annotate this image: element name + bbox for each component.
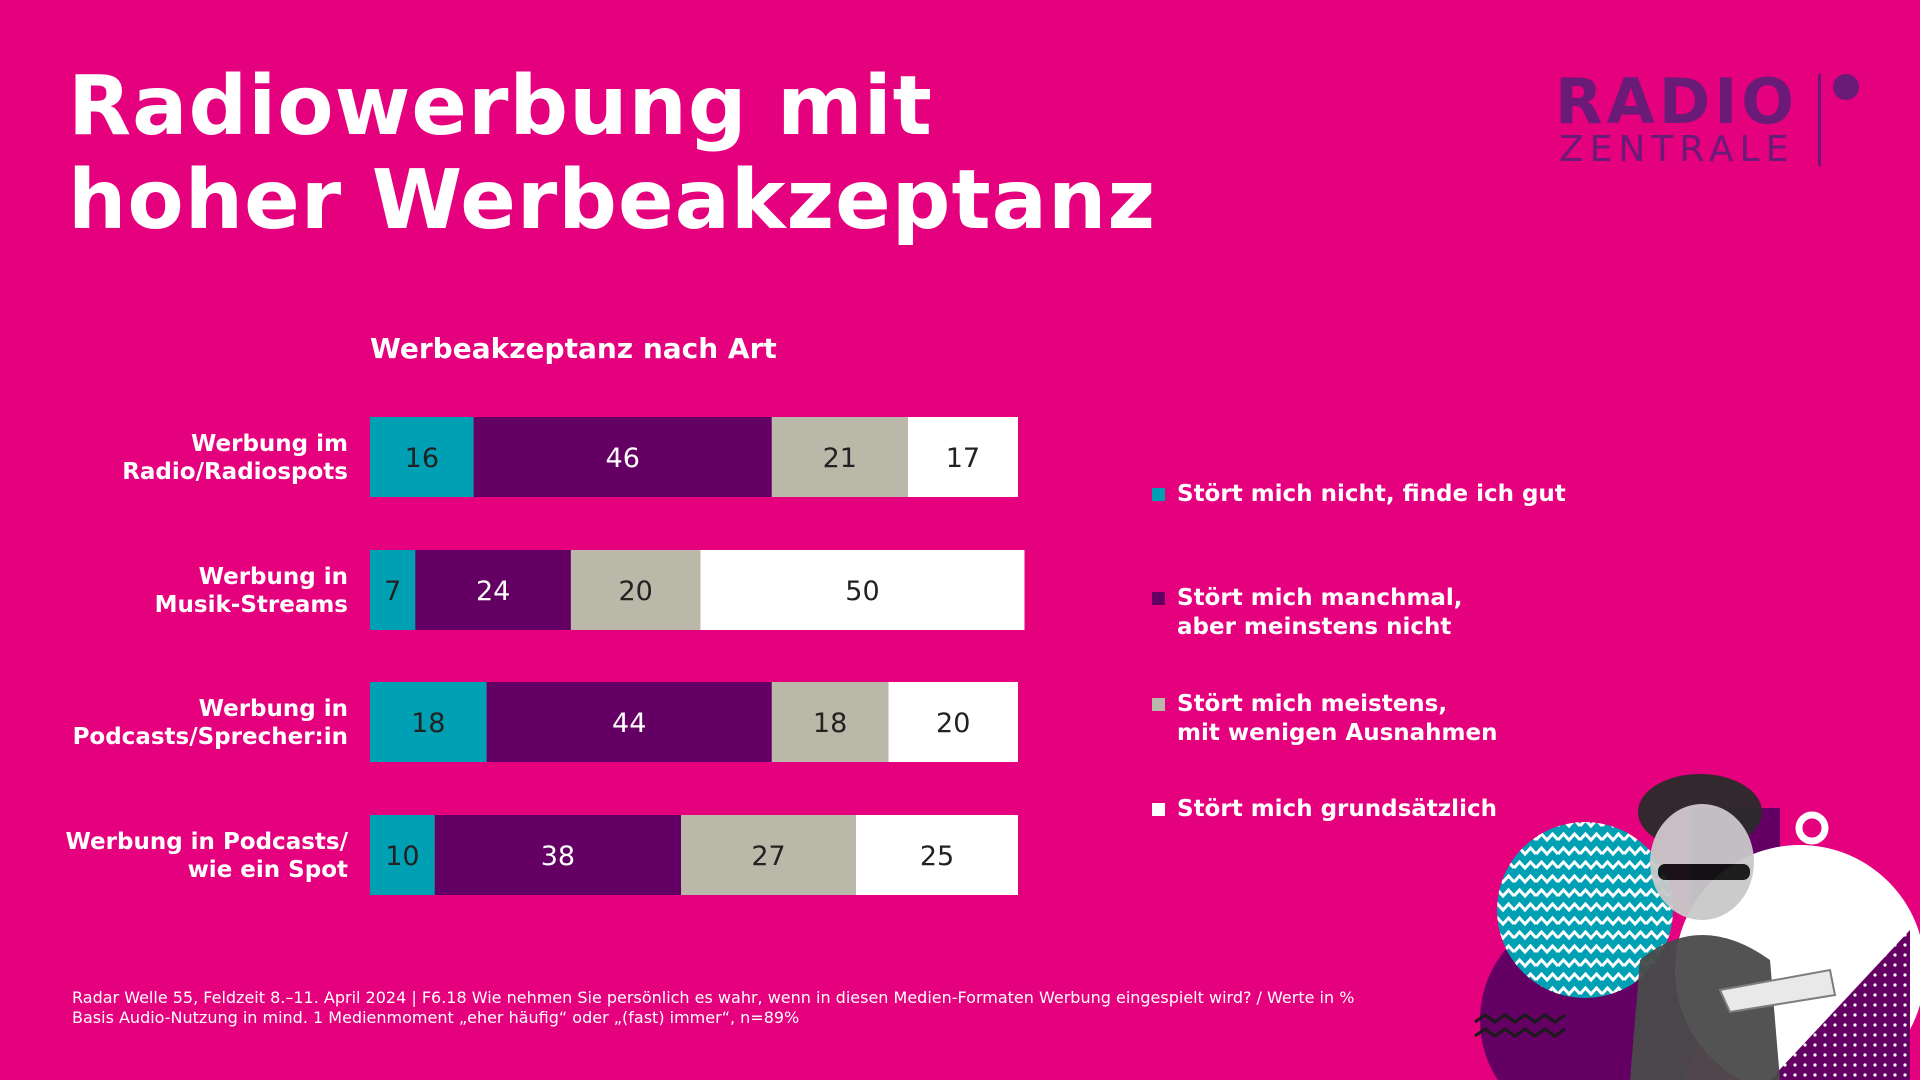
legend-swatch <box>1152 488 1165 501</box>
squiggle-line-shape <box>1474 1013 1566 1024</box>
bar-value-label: 44 <box>612 708 646 739</box>
title-line-1: Radiowerbung mit <box>68 59 933 154</box>
bar-segment <box>473 417 772 497</box>
logo-bar <box>1818 74 1821 166</box>
bar-segment <box>370 550 416 630</box>
logo-dot <box>1833 74 1859 100</box>
bar-segment <box>570 550 701 630</box>
bar-value-label: 20 <box>619 576 653 607</box>
bar-value-label: 18 <box>411 708 445 739</box>
legend-label: Stört mich nicht, finde ich gut <box>1177 481 1566 507</box>
bar-value-label: 17 <box>946 443 980 474</box>
bar-segment <box>907 417 1018 497</box>
bar-value-label: 10 <box>385 841 419 872</box>
logo-radio-text: RADIO <box>1555 65 1798 138</box>
legend-swatch <box>1152 592 1165 605</box>
legend-swatch <box>1152 803 1165 816</box>
bar-value-label: 21 <box>823 443 857 474</box>
legend-label: Stört mich meistens, mit wenigen Ausnahm… <box>1177 691 1498 746</box>
category-label: Werbung im Radio/Radiospots <box>122 431 348 485</box>
bar-segment <box>434 815 682 895</box>
bar-value-label: 46 <box>606 443 640 474</box>
logo-zentrale-text: ZENTRALE <box>1559 129 1795 170</box>
category-label: Werbung in Podcasts/Sprecher:in <box>73 696 348 750</box>
child-figure-image <box>1630 774 1837 1080</box>
squiggle-line-shape-2 <box>1474 1027 1566 1038</box>
bar-segment <box>771 417 908 497</box>
category-label: Werbung in Musik-Streams <box>155 564 348 618</box>
decorative-illustration <box>1474 774 1920 1080</box>
bar-value-label: 27 <box>751 841 785 872</box>
legend-label: Stört mich grundsätzlich <box>1177 796 1497 822</box>
bar-segment <box>370 815 435 895</box>
title-line-2: hoher Werbeakzeptanz <box>68 153 1157 248</box>
footnote: Radar Welle 55, Feldzeit 8.–11. April 20… <box>72 988 1355 1027</box>
legend-label: Stört mich manchmal, aber meinstens nich… <box>1177 585 1463 640</box>
bar-value-label: 18 <box>813 708 847 739</box>
radiozentrale-logo: RADIO ZENTRALE <box>1555 70 1875 170</box>
category-label: Werbung in Podcasts/wie ein Spot <box>66 829 349 883</box>
dotted-triangle-shape <box>1770 930 1910 1080</box>
bar-segment <box>888 682 1018 762</box>
bar-segment <box>370 682 487 762</box>
bar-value-label: 38 <box>541 841 575 872</box>
bar-segment <box>700 550 1025 630</box>
bar-value-label: 7 <box>384 576 401 607</box>
bar-segment <box>856 815 1018 895</box>
bar-segment <box>771 682 889 762</box>
ring-shape <box>1795 811 1829 845</box>
zigzag-circle-shape <box>1497 822 1673 998</box>
bar-segment <box>370 417 474 497</box>
bar-value-label: 16 <box>405 443 439 474</box>
bar-value-label: 24 <box>476 576 510 607</box>
page-title: Radiowerbung mit hoher Werbeakzeptanz <box>68 60 1168 248</box>
bar-segment <box>681 815 856 895</box>
legend-swatch <box>1152 698 1165 711</box>
bar-value-label: 50 <box>845 576 879 607</box>
bar-value-label: 25 <box>920 841 954 872</box>
bar-segment <box>415 550 571 630</box>
chart-title: Werbeakzeptanz nach Art <box>370 332 777 365</box>
bar-value-label: 20 <box>936 708 970 739</box>
bar-segment <box>486 682 772 762</box>
